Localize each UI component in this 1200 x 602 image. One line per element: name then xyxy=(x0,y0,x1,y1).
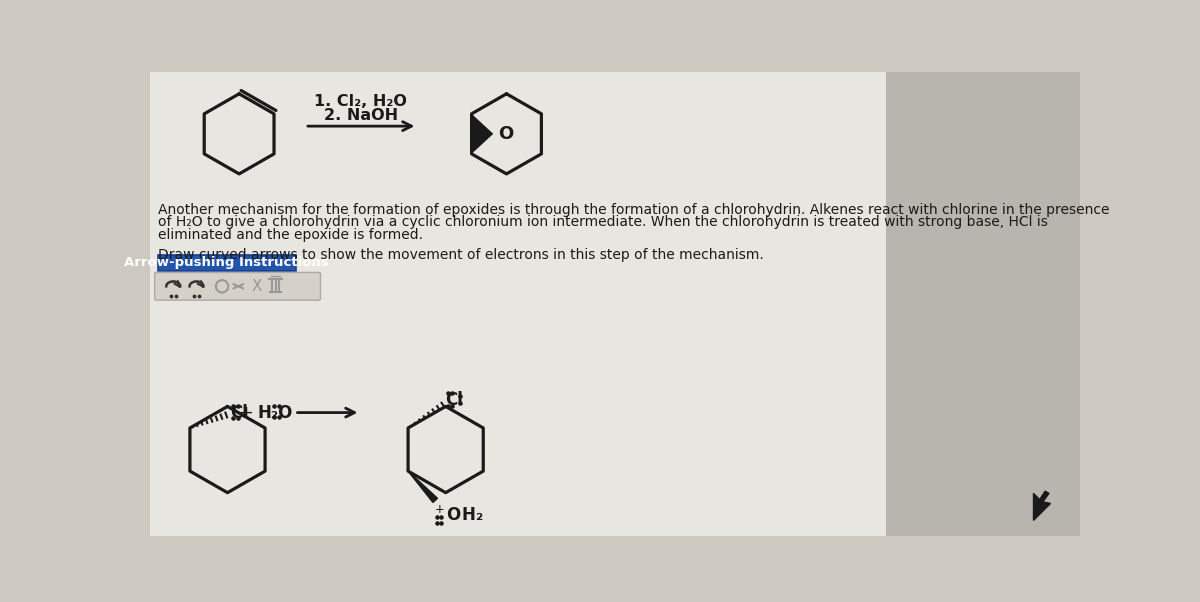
Text: eliminated and the epoxide is formed.: eliminated and the epoxide is formed. xyxy=(157,228,422,242)
Text: H₂O: H₂O xyxy=(257,403,293,421)
Text: Arrow-pushing Instructions: Arrow-pushing Instructions xyxy=(125,256,329,269)
Text: 1. Cl₂, H₂O: 1. Cl₂, H₂O xyxy=(314,94,407,109)
Polygon shape xyxy=(1033,491,1050,520)
Text: X: X xyxy=(252,279,262,294)
Text: $^+$OH₂: $^+$OH₂ xyxy=(432,505,484,524)
Text: Cl: Cl xyxy=(230,403,248,421)
Text: Draw curved arrows to show the movement of electrons in this step of the mechani: Draw curved arrows to show the movement … xyxy=(157,248,763,262)
Text: Another mechanism for the formation of epoxides is through the formation of a ch: Another mechanism for the formation of e… xyxy=(157,203,1109,217)
FancyBboxPatch shape xyxy=(150,72,887,536)
Text: 2. NaOH: 2. NaOH xyxy=(324,108,398,123)
FancyBboxPatch shape xyxy=(157,255,295,271)
FancyBboxPatch shape xyxy=(887,72,1080,536)
Text: +: + xyxy=(239,403,253,421)
Polygon shape xyxy=(472,114,493,154)
Polygon shape xyxy=(408,471,438,503)
Text: of H₂O to give a chlorohydrin via a cyclic chloronium ion intermediate. When the: of H₂O to give a chlorohydrin via a cycl… xyxy=(157,216,1048,229)
FancyBboxPatch shape xyxy=(155,273,320,300)
Text: Cl: Cl xyxy=(445,391,463,409)
Text: O: O xyxy=(498,125,514,143)
